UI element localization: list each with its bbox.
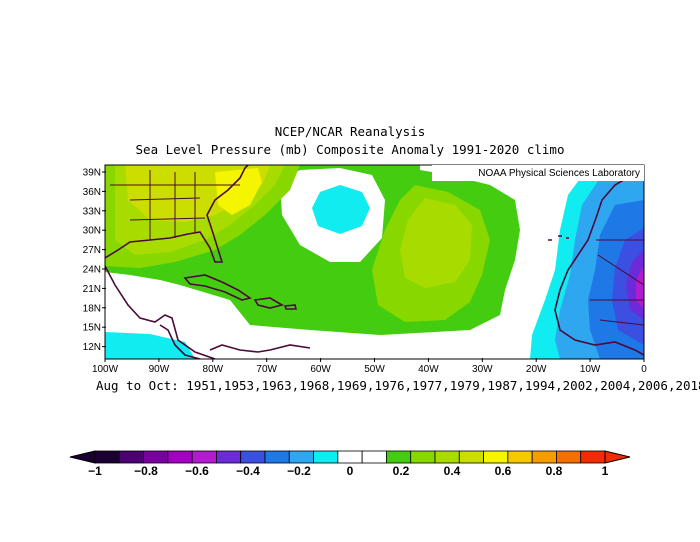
lat-label: 21N: [83, 284, 101, 295]
credit-box: [432, 165, 644, 181]
colorbar-swatch: [313, 450, 339, 464]
lon-label: 30W: [472, 364, 493, 375]
lon-label: 80W: [203, 364, 224, 375]
colorbar-max-arrow: [604, 450, 631, 464]
hispaniola: [253, 297, 285, 309]
lon-label: 60W: [310, 364, 331, 375]
lon-label: 40W: [418, 364, 439, 375]
colorbar-swatch: [240, 450, 266, 464]
latitude-labels: 39N 36N 33N 30N 27N 24N 21N 18N 15N 12N: [83, 168, 106, 353]
colorbar-swatch: [94, 450, 120, 464]
lat-label: 30N: [83, 226, 101, 237]
contour-neg-0.2-southwest: [105, 332, 195, 359]
chart-title: NCEP/NCAR Reanalysis: [274, 124, 426, 139]
africa-coast: [554, 169, 644, 356]
lon-label: 100W: [92, 364, 119, 375]
lon-label: 20W: [526, 364, 547, 375]
lat-label: 27N: [83, 245, 101, 256]
canary-islands: [548, 235, 569, 241]
lon-label: 0: [641, 364, 647, 375]
colorbar-swatch: [458, 450, 484, 464]
colorbar-labels: −1 −0.8 −0.6 −0.4 −0.2 0 0.2 0.4 0.6 0.8 1: [88, 464, 609, 478]
us-state-lines: [110, 170, 240, 240]
lat-label: 24N: [83, 265, 101, 276]
colorbar-swatch: [580, 450, 606, 464]
lat-label: 39N: [83, 168, 101, 179]
contour-0.6-band: [215, 168, 262, 215]
lat-label: 36N: [83, 187, 101, 198]
coastline-layer: [105, 165, 644, 359]
colorbar-swatch: [361, 450, 387, 464]
lon-label: 10W: [580, 364, 601, 375]
chart-subtitle-line: Sea Level Pressure (mb) Composite Anomal…: [135, 142, 565, 157]
contour-0.4-band-central: [400, 198, 472, 288]
colorbar: [69, 450, 631, 464]
colorbar-swatch: [386, 450, 412, 464]
lat-label: 33N: [83, 206, 101, 217]
colorbar-label: 0.8: [546, 464, 563, 478]
colorbar-min-arrow: [69, 450, 96, 464]
colorbar-swatch: [288, 450, 314, 464]
africa-borders: [590, 239, 644, 326]
colorbar-label: 0.2: [393, 464, 410, 478]
colorbar-swatch: [434, 450, 460, 464]
colorbar-swatch: [143, 450, 169, 464]
lon-label: 70W: [256, 364, 277, 375]
us-east-coast: [105, 165, 249, 263]
gulf-coast-mexico: [105, 265, 216, 359]
contour-neg-0.2-cell: [312, 185, 370, 234]
longitude-labels: 100W 90W 80W 70W 60W 50W 40W 30W 20W 10W 0: [92, 358, 647, 375]
colorbar-label: −0.8: [134, 464, 158, 478]
lat-label: 15N: [83, 323, 101, 334]
lat-label: 12N: [83, 342, 101, 353]
colorbar-swatch: [483, 450, 509, 464]
colorbar-swatch: [337, 450, 363, 464]
colorbar-swatch: [191, 450, 217, 464]
lat-label: 18N: [83, 303, 101, 314]
colorbar-label: 0: [347, 464, 354, 478]
colorbar-label: 0.6: [495, 464, 512, 478]
lon-label: 50W: [364, 364, 385, 375]
colorbar-label: −0.6: [185, 464, 209, 478]
contour-fill-layer: [105, 165, 644, 359]
colorbar-swatch: [118, 450, 144, 464]
credit-text: NOAA Physical Sciences Laboratory: [478, 168, 640, 179]
colorbar-swatch: [531, 450, 557, 464]
colorbar-swatch: [507, 450, 533, 464]
colorbar-label: −0.2: [287, 464, 311, 478]
colorbar-label: −1: [88, 464, 102, 478]
contour-neg-0.7-east: [636, 265, 644, 310]
colorbar-swatch: [216, 450, 242, 464]
colorbar-label: 0.4: [444, 464, 461, 478]
colorbar-swatch: [167, 450, 193, 464]
colorbar-swatch: [556, 450, 582, 464]
colorbar-label: −0.4: [236, 464, 260, 478]
colorbar-label: 1: [602, 464, 609, 478]
colorbar-swatch: [264, 450, 290, 464]
cuba: [183, 274, 252, 301]
lon-label: 90W: [149, 364, 170, 375]
puerto-rico: [283, 304, 298, 310]
composite-years: Aug to Oct: 1951,1953,1963,1968,1969,197…: [96, 378, 700, 393]
central-america: [159, 324, 311, 359]
colorbar-swatch: [410, 450, 436, 464]
